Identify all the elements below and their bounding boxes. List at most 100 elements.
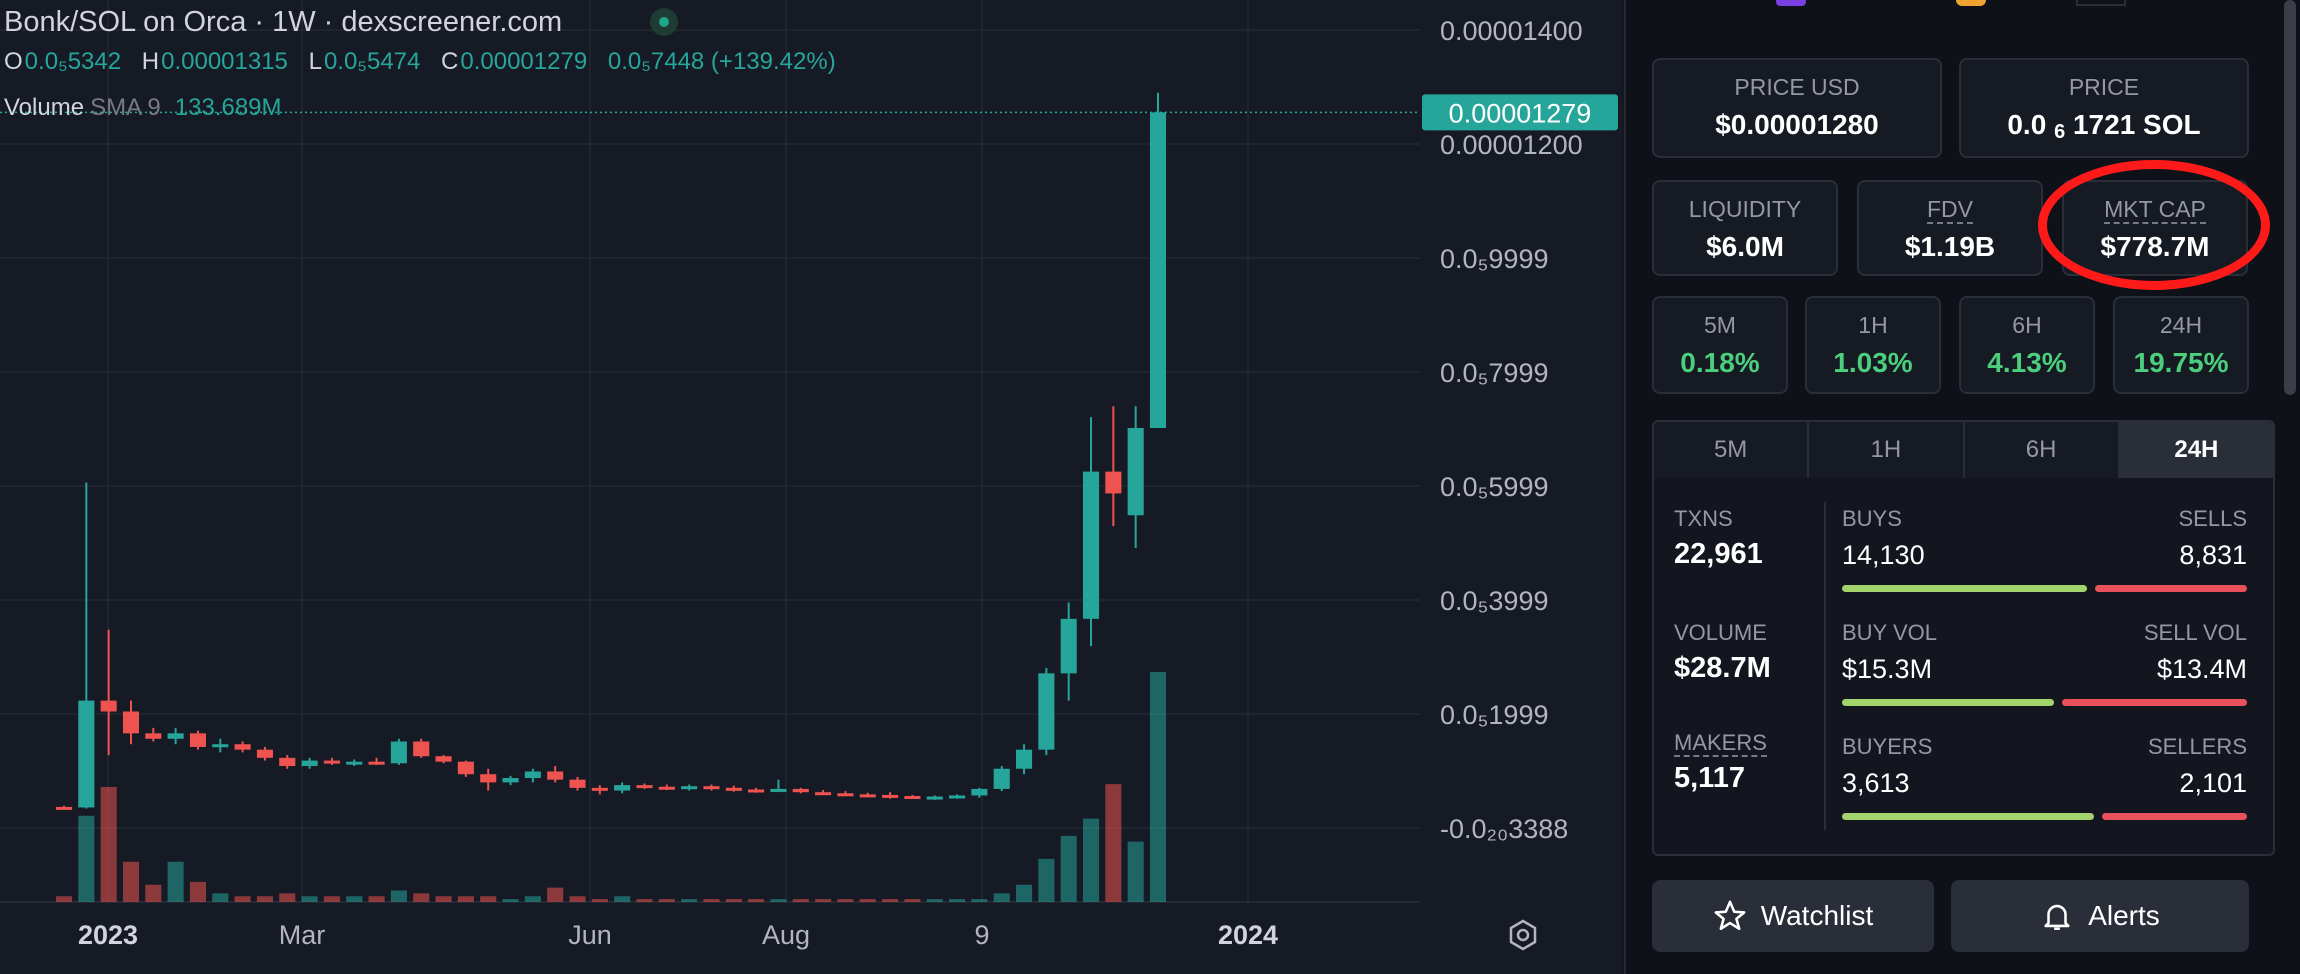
sellers-ratio-fill [2101,813,2247,820]
volume-bar [770,899,787,902]
candle-body [569,779,586,788]
ohlc-open-value: 0.0₅5342 [24,48,122,75]
change-card-6h[interactable]: 6H 4.13% [1959,296,2095,394]
txn-stats-box: TXNS 22,961 VOLUME $28.7M MAKERS 5,117 B… [1652,478,2275,856]
volume-bar [100,787,117,902]
volume-bar [591,899,608,902]
candle-body [1060,618,1077,674]
price-usd-value: $0.00001280 [1715,109,1879,140]
buyers-sellers-stat: BUYERS SELLERS 3,613 2,101 [1842,734,2247,820]
price-chart[interactable]: 0.00001400 0.00001200 0.0₅9999 0.0₅7999 0.0₅… [0,0,1622,974]
panel-scrollbar[interactable] [2284,0,2296,395]
volume-bar [301,896,318,902]
y-axis-tick-label: 0.0₅7999 [1440,358,1548,388]
candle-body [681,786,698,790]
ohlc-legend: O0.0₅5342 H0.00001315 L0.0₅5474 C0.00001… [4,48,850,76]
candle-body [971,788,988,796]
volume-bar [390,890,407,902]
volume-bar [993,893,1010,902]
candle-body [189,733,206,747]
candle-body [256,749,273,758]
tab-5m[interactable]: 5M [1654,422,1810,478]
ohlc-low-value: 0.0₅5474 [323,48,421,75]
candle-body [390,741,407,764]
y-axis-tick-label: -0.0₂₀3388 [1440,814,1568,844]
candle-body [122,711,140,734]
alerts-button[interactable]: Alerts [1951,880,2249,952]
change-card-1h[interactable]: 1H 1.03% [1805,296,1941,394]
volume-legend: Volume SMA 9 133.689M [4,94,282,122]
change-label-24h: 24H [2159,312,2203,338]
volume-value: $28.7M [1674,652,1771,684]
candle-body [100,700,117,712]
candle-body [1016,749,1033,769]
candle-body [279,757,296,767]
candle-body [904,796,921,800]
volume-legend-value: 133.689M [174,94,282,121]
watchlist-label: Watchlist [1760,900,1874,931]
volume-bar [1060,835,1077,902]
change-label-6h: 6H [2012,312,2042,338]
copy-icon[interactable] [2076,0,2126,6]
watchlist-button[interactable]: Watchlist [1652,880,1934,952]
liquidity-label: LIQUIDITY [1688,196,1802,222]
candle-body [949,795,966,799]
buy-vol-value: $15.3M [1842,654,1933,684]
volume-bar [1127,841,1144,902]
candle-body [413,741,430,757]
change-card-5m[interactable]: 5M 0.18% [1652,296,1788,394]
volume-bar [78,815,95,902]
candle-body [78,700,95,808]
token-icon [1956,0,1986,6]
mkt-cap-card[interactable]: MKT CAP $778.7M [2062,180,2248,276]
y-axis-tick-label: 0.0₅9999 [1440,244,1548,274]
volume-bar [547,887,564,902]
volume-bar [502,899,519,902]
price-usd-card: PRICE USD $0.00001280 [1652,58,1942,158]
sell-vol-label: SELL VOL [2143,620,2247,645]
candle-body [837,793,854,797]
sells-value: 8,831 [2179,540,2247,570]
chain-icon [1776,0,1806,6]
candle-body [993,768,1010,789]
tab-6h[interactable]: 6H [1965,422,2120,478]
chart-area[interactable]: 0.00001400 0.00001200 0.0₅9999 0.0₅7999 0.0₅… [0,0,1622,974]
buyers-sellers-ratio-bar [1842,813,2247,820]
stats-divider [1824,502,1826,830]
volume-bar [614,896,631,902]
candle-body [323,760,340,764]
fdv-card[interactable]: FDV $1.19B [1857,180,2043,276]
candle-body [658,786,675,790]
candle-body [591,787,608,791]
volume-bar [279,893,296,902]
chart-settings-icon[interactable] [1506,918,1540,952]
candle-body [55,806,73,810]
ohlc-open-key: O [4,48,23,75]
chart-background [0,0,1622,974]
volume-legend-label: Volume [4,94,85,121]
volume-bar [792,899,809,902]
volume-bar [256,896,273,902]
tab-1h[interactable]: 1H [1809,422,1965,478]
volume-sma-label: SMA 9 [90,94,161,121]
buyers-label: BUYERS [1842,734,1933,759]
makers-stat[interactable]: MAKERS 5,117 [1674,730,1767,795]
makers-value: 5,117 [1674,762,1745,794]
buy-sell-vol-ratio-bar [1842,699,2247,706]
volume-bar [703,899,720,902]
volume-bar [480,896,497,902]
alerts-label: Alerts [2088,900,2160,931]
mkt-cap-label: MKT CAP [2104,196,2206,224]
candle-body [212,744,229,748]
volume-bar [859,899,876,902]
volume-bar [636,899,653,902]
candle-body [1105,471,1122,494]
price-native-prefix: 0.0 [2007,109,2047,140]
txns-stat: TXNS 22,961 [1674,506,1763,571]
change-card-24h[interactable]: 24H 19.75% [2113,296,2249,394]
ohlc-low-key: L [308,48,322,75]
volume-bar [748,899,765,902]
candle-body [368,761,385,765]
tab-24h[interactable]: 24H [2119,422,2273,478]
change-value-5m: 0.18% [1680,347,1760,378]
